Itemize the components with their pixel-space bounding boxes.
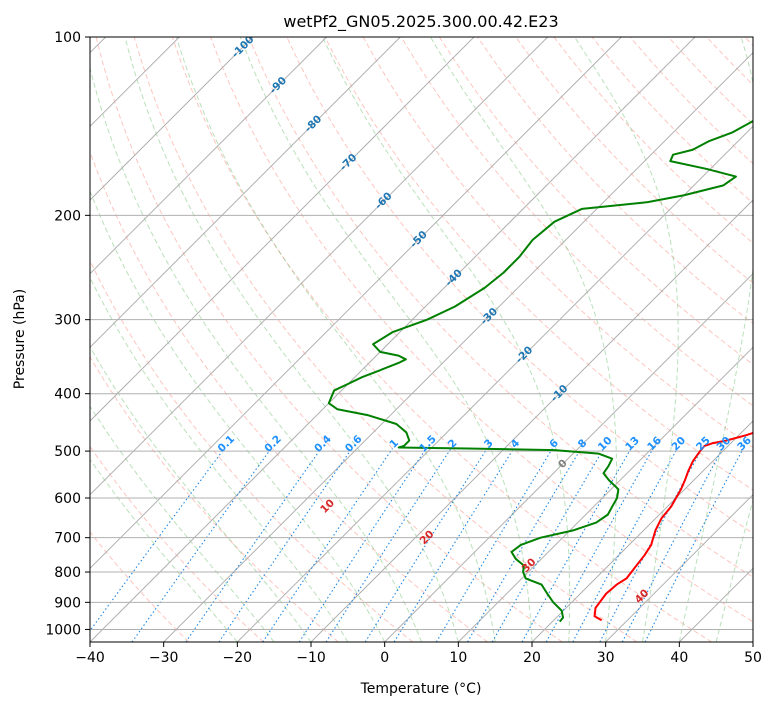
y-tick-label: 600 <box>54 491 81 507</box>
mixing-ratio-line <box>621 448 723 642</box>
x-tick-label: −10 <box>296 650 326 666</box>
mixing-ratio-line <box>131 448 272 642</box>
dewpoint-profile-line <box>327 119 753 623</box>
isotherm-line <box>531 420 753 642</box>
moist-adiabat-line <box>90 189 386 642</box>
isotherm-line <box>90 37 254 201</box>
mixing-ratio-line <box>185 448 322 642</box>
moist-adiabat-line <box>175 37 496 642</box>
plot-frame <box>89 36 754 643</box>
dry-adiabat-line <box>171 37 712 642</box>
mixing-ratio-line <box>467 448 582 642</box>
moist-adiabat-line <box>90 66 422 642</box>
y-axis-title: Pressure (hPa) <box>12 289 28 389</box>
moist-adiabat-line <box>322 37 571 642</box>
x-tick-label: 0 <box>380 650 389 666</box>
isotherm-line <box>90 37 475 422</box>
y-tick-label: 900 <box>54 595 81 611</box>
axis-ticks: −40 −30 −20 −10 0 10 20 30 40 50 1000 900 800 700 600 5… <box>45 30 762 666</box>
moist-adiabat-line <box>715 498 753 642</box>
dry-adiabat-line <box>439 37 753 366</box>
isotherm-line <box>310 199 753 642</box>
dry-adiabat-line <box>95 37 563 642</box>
y-tick-label: 200 <box>54 208 81 224</box>
moist-adiabat-line <box>678 37 753 642</box>
moist-adiabat-line <box>90 405 275 642</box>
y-tick-label: 300 <box>54 313 81 329</box>
dry-adiabat-line <box>90 150 488 642</box>
mixing-ratio-line <box>491 448 605 642</box>
isotherm-line <box>90 37 328 275</box>
dry-adiabat-line <box>515 37 753 284</box>
temperature-profile-line <box>593 431 753 622</box>
isotherm-line <box>605 493 753 642</box>
mixing-ratio-line <box>325 448 452 642</box>
isotherm-line <box>236 125 753 642</box>
y-tick-label: 700 <box>54 531 81 547</box>
mixing-ratio-line <box>644 448 744 642</box>
mixing-ratio-line <box>393 448 515 642</box>
x-tick-label: 30 <box>597 650 615 666</box>
moist-adiabat-line <box>124 37 459 642</box>
dry-adiabat-line <box>210 37 753 623</box>
mixing-ratio-line <box>364 448 488 642</box>
y-tick-label: 500 <box>54 444 81 460</box>
dry-adiabat-line <box>133 37 638 642</box>
x-tick-label: 40 <box>670 650 688 666</box>
mixing-ratio-line <box>572 448 678 642</box>
mixing-ratio-line <box>218 448 353 642</box>
moist-adiabat-line <box>239 37 533 642</box>
x-tick-label: −30 <box>149 650 179 666</box>
mixing-ratio-line <box>262 448 393 642</box>
isotherm-line <box>90 37 696 642</box>
isotherm-line <box>90 37 549 496</box>
x-axis-title: Temperature (°C) <box>360 681 482 697</box>
sounding-profiles <box>327 119 753 623</box>
mixing-ratio-line <box>599 448 703 642</box>
background-lines <box>90 37 753 642</box>
isotherm-line <box>90 37 401 349</box>
mixing-ratio-line <box>90 448 225 632</box>
mixing-ratio-line <box>298 448 427 642</box>
pressure-gridlines <box>90 37 753 630</box>
isotherm-line <box>90 37 622 570</box>
x-tick-label: 50 <box>744 650 762 666</box>
x-tick-label: −40 <box>75 650 105 666</box>
y-tick-label: 800 <box>54 565 81 581</box>
y-tick-label: 1000 <box>45 622 81 638</box>
dry-adiabat-line <box>400 37 753 407</box>
y-tick-label: 400 <box>54 387 81 403</box>
chart-title: wetPf2_GN05.2025.300.00.42.E23 <box>283 12 558 32</box>
x-tick-label: 10 <box>449 650 467 666</box>
plot-background <box>90 37 753 642</box>
isotherm-line <box>457 346 753 642</box>
moist-adiabat-line <box>90 458 238 642</box>
moist-adiabat-line <box>574 37 679 642</box>
y-tick-label: 100 <box>54 30 81 46</box>
dry-adiabat-line <box>90 356 339 642</box>
x-tick-label: −20 <box>223 650 253 666</box>
dry-adiabat-line <box>248 37 753 578</box>
x-tick-label: 20 <box>523 650 541 666</box>
dry-adiabat-line <box>324 37 753 491</box>
isotherm-line <box>384 272 753 642</box>
moist-adiabat-line <box>90 276 349 642</box>
dry-adiabat-line <box>90 445 264 642</box>
isotherm-line <box>163 51 753 642</box>
dry-adiabat-line <box>90 531 190 642</box>
